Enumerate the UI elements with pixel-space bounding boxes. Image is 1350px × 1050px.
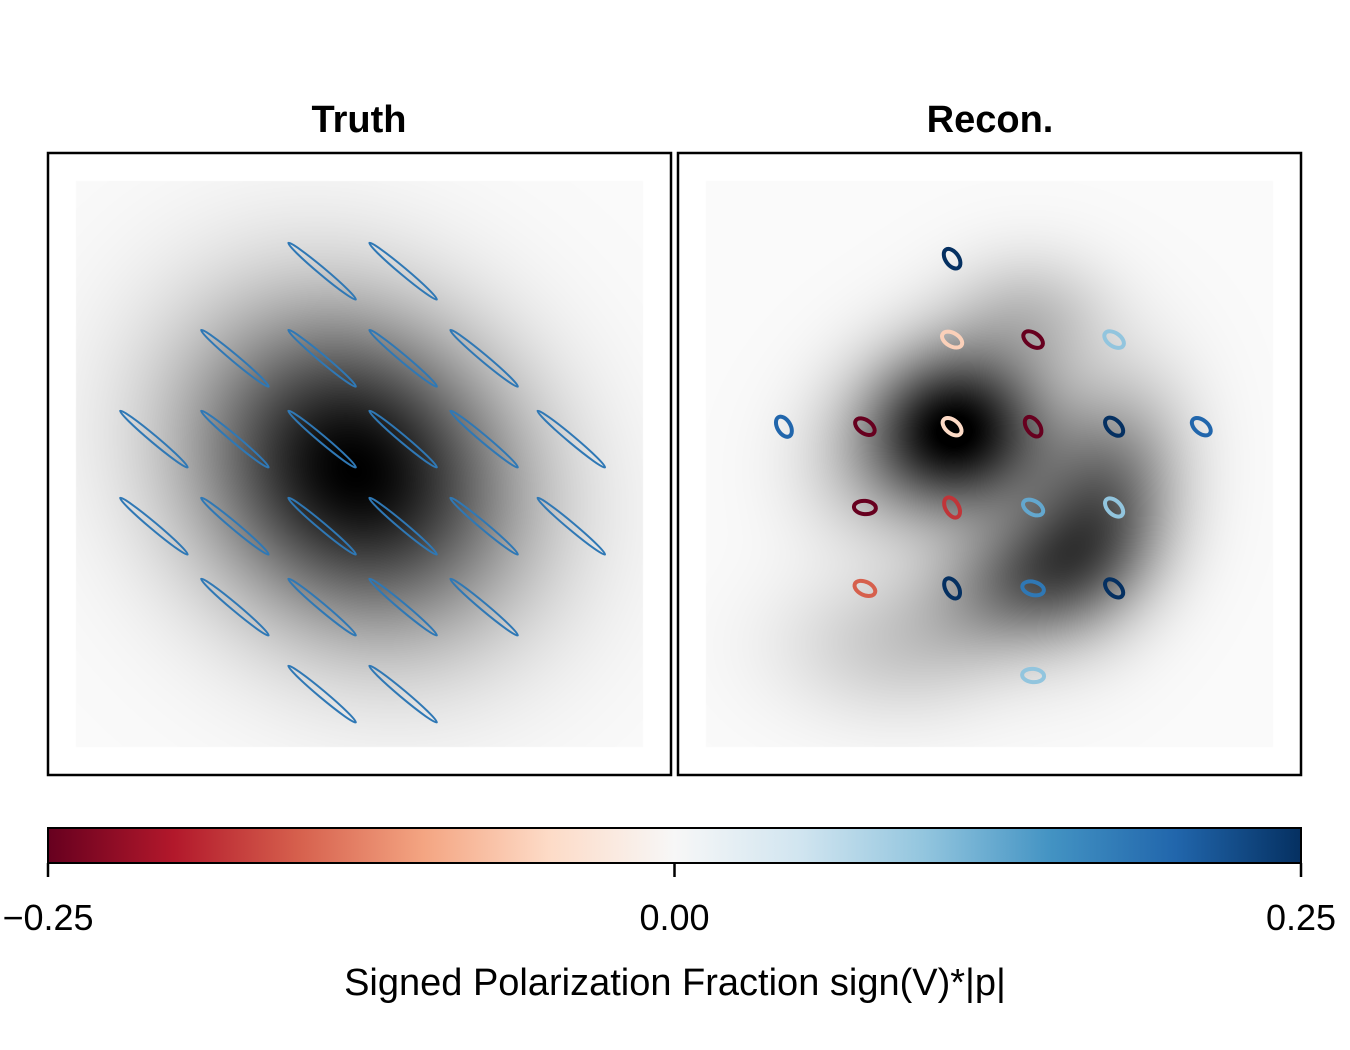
polarization-tick [287,241,357,301]
polarization-tick [200,577,270,637]
polarization-tick [200,496,270,556]
truth-polarization-ticks [119,241,607,724]
polarization-tick [1102,329,1126,350]
polarization-tick [1021,497,1046,518]
polarization-tick [368,241,438,301]
polarization-tick [1020,579,1046,598]
polarization-tick [200,409,270,469]
truth-intensity-image [48,153,671,775]
colorbar-tick-label: 0.25 [1266,897,1336,938]
polarization-tick [368,496,438,556]
polarization-tick [1103,415,1126,438]
polarization-tick [287,664,357,724]
polarization-tick [287,577,357,637]
polarization-tick [287,328,357,388]
polarization-tick [1022,414,1044,439]
polarization-tick [851,498,878,517]
polarization-tick [773,414,794,439]
recon-panel-frame [676,151,1303,777]
polarization-tick [119,409,189,469]
polarization-tick [368,577,438,637]
polarization-tick [940,416,964,438]
polarization-tick [287,496,357,556]
polarization-tick [449,496,519,556]
colorbar: −0.25 0.00 0.25 Signed Polarization Fracti… [2,827,1336,1004]
recon-panel [676,151,1303,777]
polarization-tick [1103,577,1126,600]
polarization-tick [1189,416,1213,438]
polarization-tick [940,329,965,350]
polarization-tick [287,409,357,469]
recon-intensity-image [678,153,1301,775]
panel-title-truth: Truth [312,99,407,141]
polarization-tick [1020,666,1047,685]
panel-title-recon: Recon. [927,99,1054,141]
colorbar-label: Signed Polarization Fraction sign(V)*|p| [344,962,1006,1004]
polarization-tick [368,328,438,388]
polarization-tick [852,578,878,598]
truth-panel [46,151,673,777]
polarization-tick [536,496,607,556]
polarization-tick [200,328,270,388]
polarization-tick [449,577,519,637]
colorbar-tick-label: 0.00 [639,897,709,938]
truth-panel-frame [46,151,673,777]
polarization-tick [536,409,607,469]
polarization-tick [449,328,519,388]
polarization-tick [119,496,189,556]
recon-polarization-ticks [773,246,1213,685]
polarization-tick [368,664,438,724]
recon-image-container [678,153,1301,775]
polarization-tick [853,416,877,438]
colorbar-tick-label: −0.25 [2,897,93,938]
polarization-tick [942,495,963,520]
polarization-tick [1103,496,1126,519]
polarization-tick [1021,329,1045,350]
colorbar-ticks: −0.25 0.00 0.25 [2,863,1336,938]
polarization-tick [449,409,519,469]
polarization-tick [942,576,963,601]
polarization-tick [941,246,963,271]
colorbar-bar [47,827,1302,864]
polarization-tick [368,409,438,469]
truth-image-container [48,153,671,775]
